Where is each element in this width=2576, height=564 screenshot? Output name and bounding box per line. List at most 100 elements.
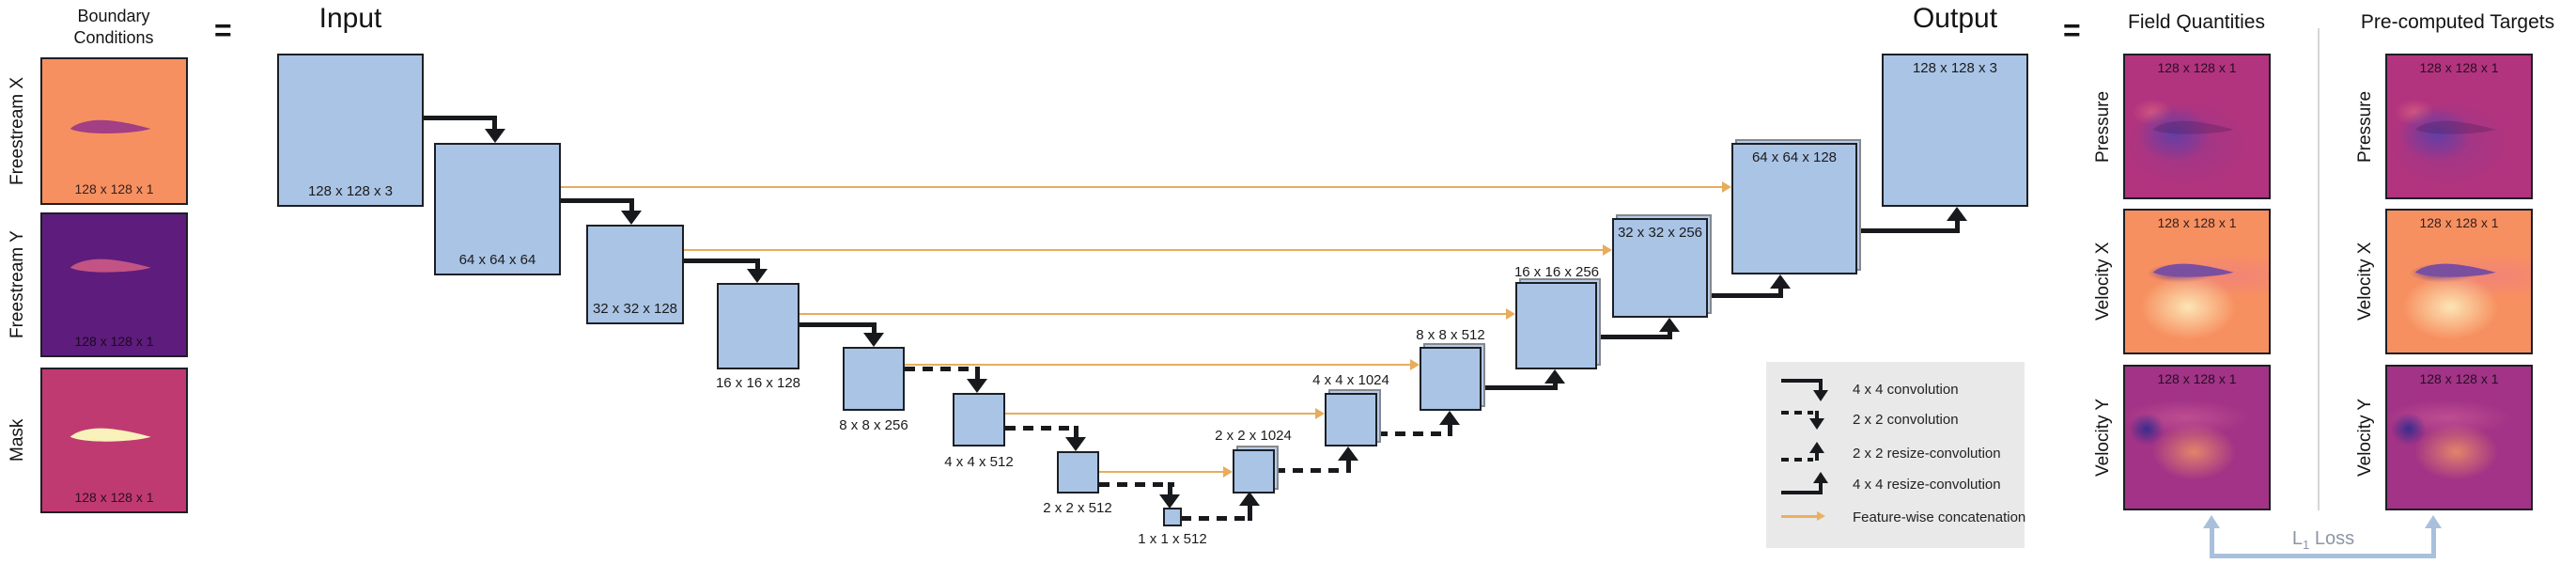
- legend-label: 2 x 2 resize-convolution: [1853, 445, 2001, 462]
- velocity-x-target-label: Velocity X: [2355, 242, 2375, 321]
- conv4-arrowhead: [863, 333, 884, 347]
- concat-line-4: [1005, 413, 1315, 415]
- pressure-label: Pressure: [2093, 90, 2113, 163]
- concat-arrowhead: [1315, 408, 1325, 419]
- resize4-arrow: [1553, 382, 1558, 390]
- velocity-x-field-image: 128 x 128 x 1: [2123, 209, 2271, 354]
- loss-bracket: [2431, 527, 2436, 558]
- conv2-arrow: [1005, 426, 1079, 431]
- concat-line-8: [905, 364, 1410, 366]
- enc-dim-label: 2 x 2 x 512: [1043, 500, 1112, 516]
- resize2-arrow: [1275, 468, 1350, 473]
- legend-label: Feature-wise concatenation: [1853, 509, 2026, 525]
- airfoil-shape: [2414, 121, 2496, 135]
- pressure-field-image: 128 x 128 x 1: [2123, 54, 2271, 199]
- dec-dim-label: 16 x 16 x 256: [1513, 264, 1600, 280]
- resize2-arrow: [1181, 516, 1252, 521]
- loss-arrowhead-left: [2203, 515, 2220, 528]
- resize4-arrow: [1482, 385, 1557, 390]
- loss-suffix: Loss: [2314, 528, 2355, 549]
- input-title: Input: [318, 3, 382, 34]
- velocity-x-target-image: 128 x 128 x 1: [2385, 209, 2533, 354]
- loss-subscript: 1: [2303, 538, 2310, 552]
- pressure-target-label: Pressure: [2355, 90, 2375, 163]
- dec-dim-label: 8 x 8 x 512: [1416, 327, 1485, 343]
- enc-block-64x64x64: 64 x 64 x 64: [434, 143, 561, 275]
- freestream-x-image: 128 x 128 x 1: [40, 57, 188, 205]
- mask-label: Mask: [8, 418, 27, 462]
- airfoil-shape: [70, 258, 151, 273]
- enc-block-8x8x256: [843, 347, 905, 411]
- image-dim-label: 128 x 128 x 1: [2157, 215, 2237, 230]
- enc-block-32x32x128: 32 x 32 x 128: [586, 225, 684, 324]
- enc-dim-label: 4 x 4 x 512: [944, 454, 1014, 470]
- enc-block-2x2x512: [1057, 451, 1099, 494]
- conv4-arrow: [684, 258, 760, 263]
- enc-dim-label: 8 x 8 x 256: [839, 417, 908, 433]
- pressure-target-image: 128 x 128 x 1: [2385, 54, 2533, 199]
- resize4-arrow: [1668, 331, 1672, 339]
- conv4-arrow: [872, 322, 877, 333]
- resize4-arrow: [1708, 293, 1782, 298]
- dec-dim-label: 4 x 4 x 1024: [1312, 372, 1389, 388]
- freestream-x-label: Freestream X: [8, 76, 27, 186]
- conv2-arrowhead: [1159, 494, 1180, 509]
- output-title: Output: [1912, 3, 1998, 34]
- legend-label: 4 x 4 convolution: [1853, 381, 1959, 398]
- block-dim-label: 32 x 32 x 256: [1617, 225, 1703, 241]
- block-dim-label: 128 x 128 x 3: [1912, 60, 1998, 76]
- conv4-arrowhead: [747, 269, 768, 283]
- block-dim-label: 64 x 64 x 64: [458, 252, 536, 268]
- conv2-arrow: [1168, 482, 1172, 494]
- resize2-arrowhead: [1338, 446, 1358, 461]
- resize4-arrow: [1955, 220, 1960, 233]
- conv2-arrowhead: [1065, 437, 1086, 451]
- concat-arrowhead: [1603, 244, 1612, 256]
- airfoil-shape: [2414, 263, 2496, 277]
- field-quantities-title: Field Quantities: [2128, 11, 2265, 33]
- legend-row-resize2: 2 x 2 resize-convolution: [1781, 439, 2001, 467]
- block-dim-label: 32 x 32 x 128: [592, 301, 678, 317]
- conv4-arrow: [561, 198, 634, 203]
- enc-block-1x1x512: [1163, 508, 1182, 526]
- velocity-y-target-image: 128 x 128 x 1: [2385, 365, 2533, 510]
- precomputed-targets-title: Pre-computed Targets: [2360, 11, 2555, 33]
- conv4-arrow: [799, 322, 877, 327]
- legend-row-conv2: 2 x 2 convolution: [1781, 405, 1959, 433]
- conv4-arrow: [492, 116, 497, 129]
- conv4-arrowhead: [621, 211, 642, 225]
- dec-block-16x16x256: [1515, 282, 1597, 369]
- loss-bracket: [2210, 554, 2436, 558]
- velocity-y-field-image: 128 x 128 x 1: [2123, 365, 2271, 510]
- resize4-arrowhead: [1544, 369, 1565, 384]
- solid-down-arrow-icon: [1781, 377, 1841, 401]
- image-dim-label: 128 x 128 x 1: [2419, 60, 2499, 75]
- resize4-arrow: [1778, 288, 1783, 298]
- conv4-arrow: [422, 116, 497, 120]
- legend-label: 2 x 2 convolution: [1853, 411, 1959, 428]
- concat-arrowhead: [1506, 308, 1515, 320]
- concat-line-32: [684, 249, 1603, 251]
- dec-block-2x2x1024: [1233, 449, 1275, 494]
- legend-row-conv4: 4 x 4 convolution: [1781, 375, 1959, 403]
- legend-box: 4 x 4 convolution 2 x 2 convolution 2 x …: [1766, 362, 2025, 548]
- conv2-arrow: [1074, 426, 1079, 437]
- conv4-arrowhead: [485, 129, 505, 143]
- resize4-arrow: [1597, 335, 1671, 339]
- airfoil-shape: [2152, 121, 2234, 135]
- conv4-arrow: [629, 198, 634, 211]
- airfoil-shape: [70, 428, 151, 442]
- loss-bracket: [2210, 527, 2214, 558]
- column-divider: [2318, 28, 2320, 510]
- legend-row-resize4: 4 x 4 resize-convolution: [1781, 470, 2001, 498]
- orange-right-arrow-icon: [1781, 505, 1841, 529]
- dec-block-64x64x128: 64 x 64 x 128: [1731, 143, 1857, 274]
- freestream-y-label: Freestream Y: [8, 230, 27, 339]
- loss-prefix: L: [2291, 528, 2304, 549]
- resize4-arrowhead: [1947, 207, 1967, 221]
- mask-image: 128 x 128 x 1: [40, 368, 188, 513]
- dashed-up-arrow-icon: [1781, 441, 1841, 465]
- velocity-y-target-label: Velocity Y: [2355, 398, 2375, 478]
- image-dim-label: 128 x 128 x 1: [74, 181, 154, 196]
